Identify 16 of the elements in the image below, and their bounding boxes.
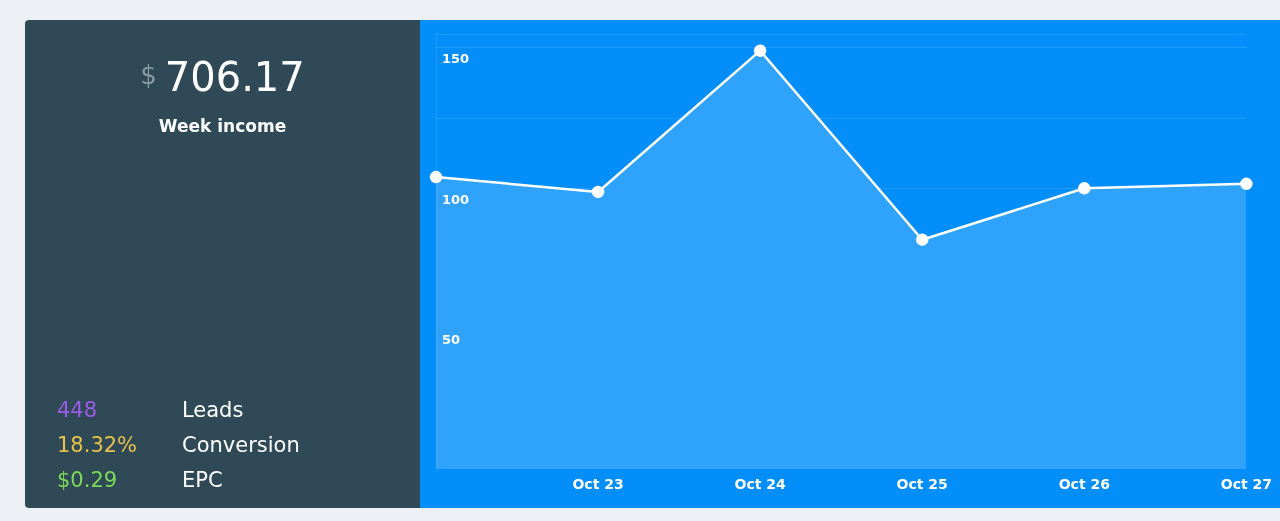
text: 18.32% [57, 432, 139, 457]
text: Conversion [182, 432, 300, 457]
y-tick-label: 150 [442, 51, 470, 67]
x-tick-label: Oct 26 [1058, 476, 1110, 493]
text: $ 706.17 [140, 54, 305, 100]
x-tick-label: Oct 25 [896, 476, 948, 493]
text: Leads [182, 397, 244, 422]
y-tick-label: 100 [442, 191, 470, 207]
y-tick-label: 50 [442, 332, 461, 348]
text: EPC [182, 467, 223, 492]
text: 448 [57, 397, 99, 422]
x-tick-label: Oct 27 [1220, 476, 1272, 493]
x-tick-label: Oct 23 [572, 476, 624, 493]
text: $0.29 [57, 467, 119, 492]
x-tick-label: Oct 24 [734, 476, 787, 493]
text: Week income [157, 116, 288, 136]
